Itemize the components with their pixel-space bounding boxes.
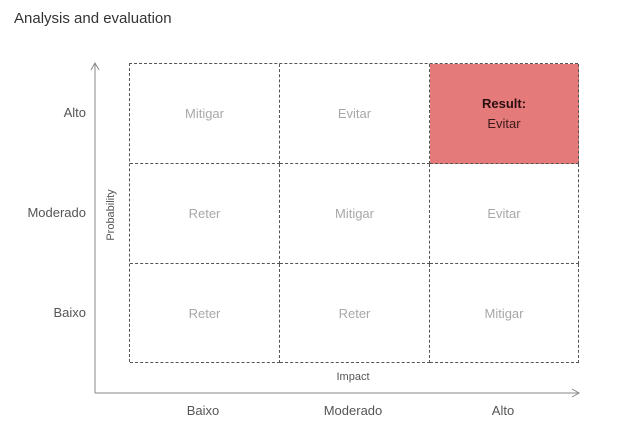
y-level-label-moderado: Moderado [27,205,86,220]
matrix-cell: Reter [280,264,430,363]
result-value: Evitar [487,116,521,131]
cell-label: Reter [188,206,221,221]
y-level-label-baixo: Baixo [53,305,86,320]
matrix-cell: Evitar [430,164,579,264]
y-level-label-alto: Alto [63,105,86,120]
matrix-cell: Mitigar [280,164,430,264]
cell-label: Evitar [487,206,521,221]
matrix-cell: Reter [130,264,280,363]
x-axis-title: Impact [336,371,370,383]
cell-label: Reter [188,305,221,321]
result-heading: Result: [481,96,527,111]
y-axis-title: Probability [105,189,117,241]
x-level-label-moderado: Moderado [323,403,383,418]
cell-label: Evitar [337,106,372,121]
matrix-cell: Reter [130,164,280,264]
matrix-cell: Evitar [280,64,430,164]
matrix-cell-result: Result: Evitar [430,64,579,164]
x-level-label-alto: Alto [491,403,515,418]
cell-label: Mitigar [484,305,524,321]
x-level-label-baixo: Baixo [186,403,220,418]
cell-label: Reter [338,305,371,321]
matrix-cell: Mitigar [130,64,280,164]
cell-label: Mitigar [334,206,374,221]
page-title: Analysis and evaluation [14,10,172,27]
risk-matrix: Mitigar Evitar Result: Evitar Reter Miti… [129,63,579,363]
x-axis-arrow [571,388,581,398]
matrix-cell: Mitigar [430,264,579,363]
cell-label: Mitigar [184,106,224,121]
y-axis-arrow [90,61,100,71]
